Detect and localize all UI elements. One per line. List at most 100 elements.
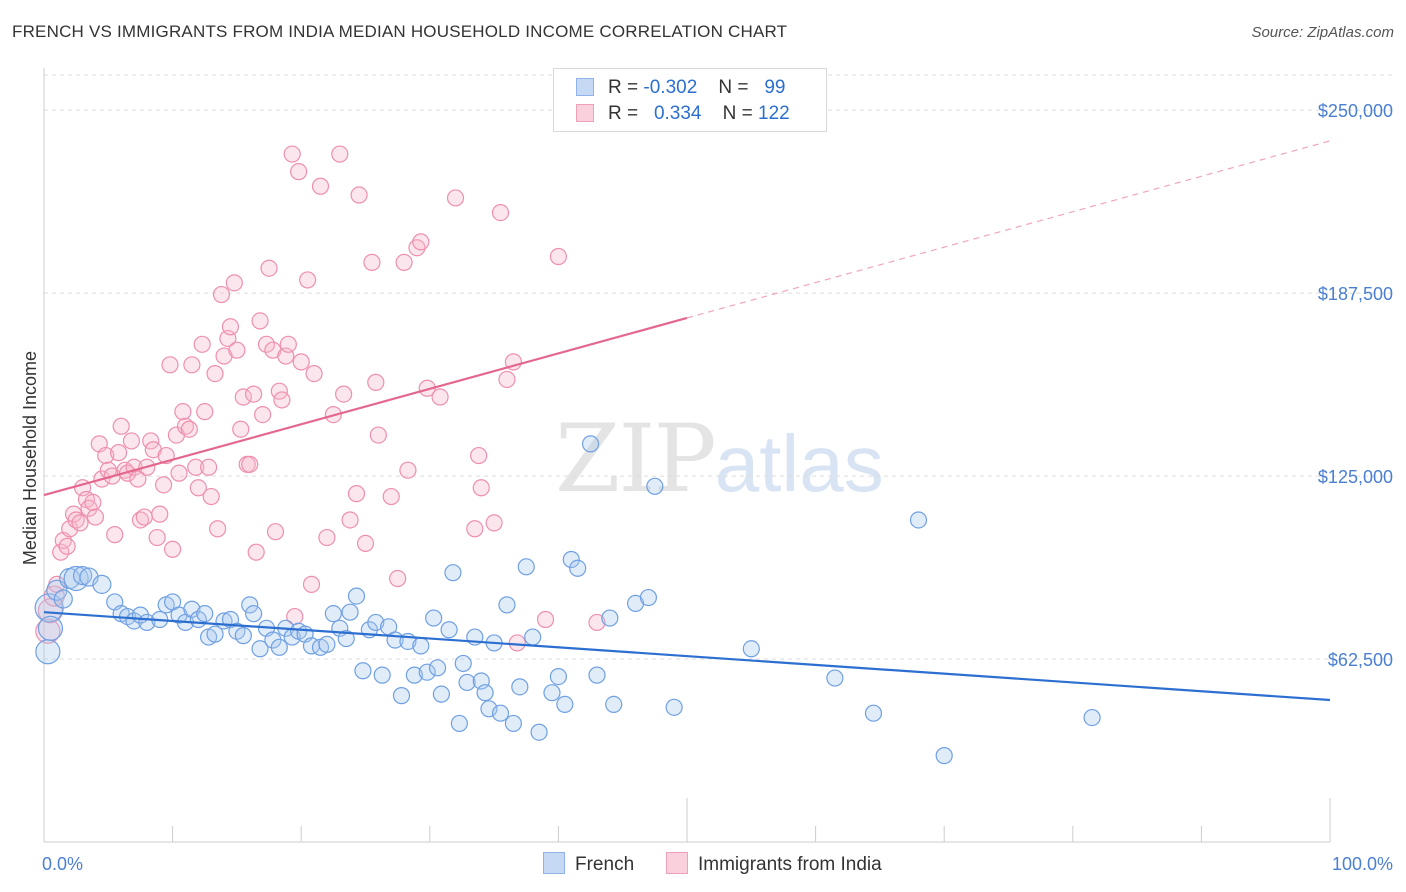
y-tick-label: $62,500	[1328, 650, 1393, 670]
data-point-india	[536, 610, 555, 629]
data-point-india	[183, 356, 201, 374]
data-point-french	[556, 695, 574, 714]
data-point-india	[367, 373, 385, 391]
y-tick-label: $250,000	[1318, 101, 1393, 121]
data-point-india	[202, 487, 220, 506]
legend-item-french[interactable]: French	[543, 852, 634, 876]
data-point-french	[454, 654, 472, 673]
data-point-french	[234, 627, 252, 645]
data-point-india	[491, 203, 510, 222]
data-point-india	[485, 514, 503, 532]
data-point-india	[341, 511, 359, 529]
data-point-french	[347, 587, 366, 605]
data-point-india	[58, 537, 76, 555]
data-point-india	[498, 370, 516, 389]
data-point-french	[241, 596, 259, 614]
data-point-french	[444, 564, 462, 582]
legend-n-value: 122	[758, 103, 790, 124]
data-point-india	[129, 470, 147, 488]
data-point-french	[251, 640, 269, 658]
data-point-french	[72, 565, 93, 586]
data-point-french	[909, 511, 928, 529]
data-point-india	[302, 575, 321, 593]
data-point-french	[183, 600, 201, 618]
data-point-india	[232, 420, 250, 438]
data-point-india	[318, 528, 336, 547]
data-point-india	[228, 341, 246, 359]
data-point-french	[549, 667, 568, 686]
data-point-india	[196, 403, 214, 421]
data-point-india	[266, 523, 285, 541]
data-point-india	[187, 458, 205, 476]
data-point-french	[337, 629, 355, 648]
data-point-french	[646, 477, 664, 495]
trend-line-india	[43, 316, 688, 497]
data-point-india	[86, 508, 105, 526]
data-point-india	[399, 461, 417, 479]
legend-swatch-india	[666, 852, 688, 874]
grid-lines	[44, 74, 1394, 660]
data-point-india	[180, 420, 198, 438]
legend-swatch-india	[576, 104, 594, 122]
legend-item-india[interactable]: Immigrants from India	[666, 852, 882, 876]
data-point-india	[331, 145, 349, 163]
y-axis-label: Median Household Income	[20, 351, 40, 565]
legend-r-label: R =	[608, 103, 639, 124]
data-point-india	[247, 543, 265, 561]
data-point-india	[170, 464, 188, 482]
data-point-india	[151, 505, 169, 523]
data-point-french	[569, 559, 587, 577]
data-point-french	[432, 685, 450, 703]
data-point-india	[466, 520, 484, 538]
data-point-french	[318, 635, 336, 653]
legend-label-india: Immigrants from India	[698, 854, 882, 875]
legend-r-value: 0.334	[648, 103, 702, 124]
data-point-india	[335, 385, 353, 403]
data-point-french	[37, 615, 64, 641]
data-point-french	[35, 639, 61, 665]
data-point-french	[354, 662, 372, 680]
chart-title: FRENCH VS IMMIGRANTS FROM INDIA MEDIAN H…	[12, 22, 788, 41]
data-point-india	[446, 189, 465, 207]
data-point-french	[588, 666, 606, 684]
data-point-french	[864, 704, 883, 722]
data-point-india	[209, 520, 227, 538]
data-point-india	[135, 508, 153, 526]
data-point-india	[154, 476, 173, 494]
data-point-india	[84, 493, 102, 512]
data-point-french	[373, 666, 391, 684]
data-point-french	[245, 605, 263, 623]
legend-label-french: French	[575, 854, 635, 875]
source-label: Source: ZipAtlas.com	[1251, 24, 1394, 41]
zipatlas-watermark: ZIPatlas	[555, 405, 884, 514]
legend-swatch-french	[543, 852, 565, 874]
data-point-india	[412, 233, 430, 251]
data-point-india	[164, 540, 182, 558]
data-point-india	[234, 388, 252, 406]
legend-n-label: N =	[722, 103, 753, 124]
data-point-india	[71, 514, 89, 532]
data-point-french	[341, 603, 359, 621]
legend-r-label: R =	[608, 77, 639, 98]
data-point-india	[221, 318, 240, 336]
data-point-india	[279, 335, 297, 353]
data-point-india	[347, 485, 366, 503]
data-point-india	[109, 444, 128, 462]
data-point-french	[476, 684, 494, 702]
data-point-french	[517, 558, 535, 576]
data-point-french	[206, 625, 224, 643]
trend-lines	[43, 140, 1331, 702]
data-point-french	[1083, 708, 1101, 727]
legend-r-value: -0.302	[643, 77, 698, 98]
axes	[43, 68, 1331, 843]
data-point-french	[405, 666, 423, 684]
data-point-india	[356, 534, 375, 552]
data-point-india	[106, 526, 124, 544]
data-point-french	[530, 723, 548, 741]
data-point-french	[418, 663, 436, 681]
legend-n-value: 99	[764, 77, 786, 98]
data-point-india	[311, 177, 330, 195]
data-point-french	[491, 704, 510, 722]
data-point-india	[305, 365, 323, 383]
